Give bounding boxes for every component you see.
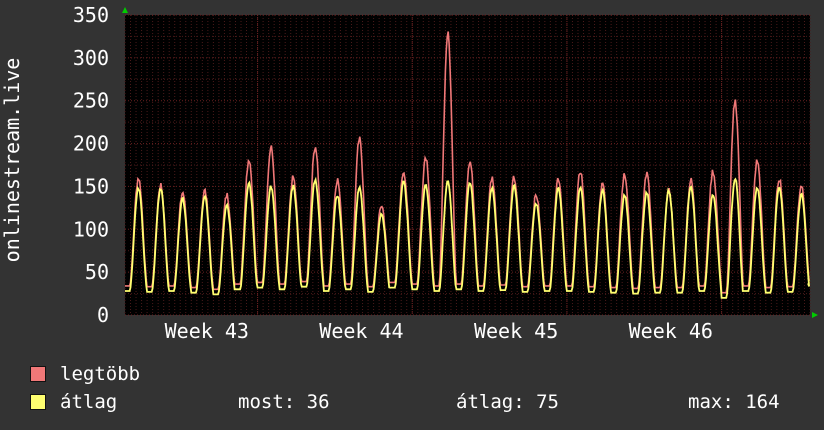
stat-avg: átlag: 75 xyxy=(456,390,559,414)
legend-label-avg: átlag xyxy=(60,391,118,413)
stat-now-label: most: xyxy=(238,391,296,413)
y-tick-label: 0 xyxy=(97,303,109,327)
x-tick-label: Week 44 xyxy=(319,319,403,343)
legend-item-avg: átlag xyxy=(30,390,117,414)
stat-avg-value: 75 xyxy=(536,391,559,413)
stat-avg-label: átlag: xyxy=(456,391,525,413)
stat-now: most: 36 xyxy=(238,390,330,414)
stat-max-label: max: xyxy=(688,391,734,413)
y-axis-arrow-icon xyxy=(122,7,128,13)
y-tick-label: 50 xyxy=(85,260,109,284)
y-axis-label: onlinestream.live xyxy=(0,58,24,263)
stat-max: max: 164 xyxy=(688,390,780,414)
legend-label-max: legtöbb xyxy=(60,363,141,385)
y-tick-label: 300 xyxy=(73,46,109,70)
stat-now-value: 36 xyxy=(306,391,330,413)
x-tick-label: Week 46 xyxy=(629,319,713,343)
legend-swatch-avg xyxy=(30,394,46,410)
legend-item-max: legtöbb xyxy=(30,362,140,386)
x-tick-label: Week 43 xyxy=(165,319,249,343)
x-axis-arrow-icon xyxy=(812,312,818,318)
y-tick-label: 150 xyxy=(73,174,109,198)
y-tick-label: 100 xyxy=(73,217,109,241)
y-tick-label: 350 xyxy=(73,3,109,27)
y-tick-label: 250 xyxy=(73,89,109,113)
x-tick-label: Week 45 xyxy=(474,319,558,343)
chart: 0 50 100 150 200 250 300 350 Week 43 Week 44 Week … xyxy=(0,3,818,343)
y-tick-label: 200 xyxy=(73,132,109,156)
legend-swatch-max xyxy=(30,366,46,382)
series-line-avg xyxy=(125,176,810,299)
stat-max-value: 164 xyxy=(745,391,780,413)
